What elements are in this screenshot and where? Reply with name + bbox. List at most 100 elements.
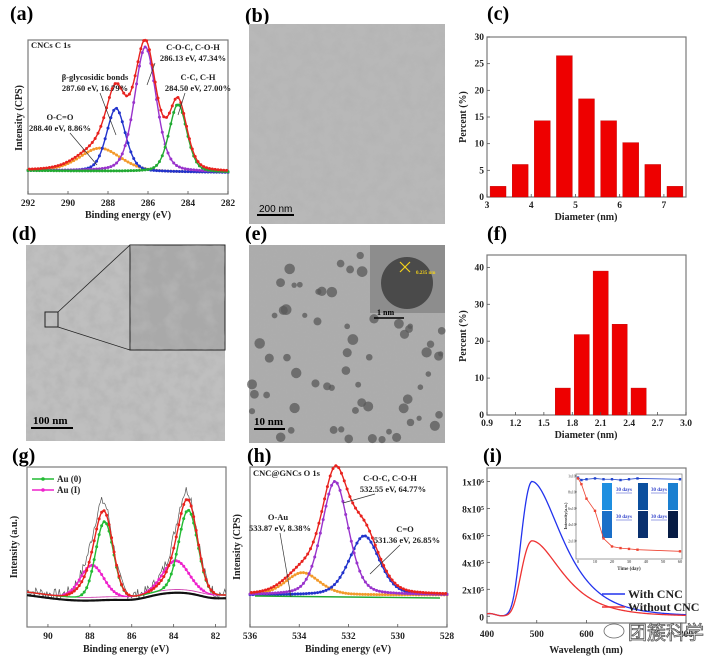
inset-series-with-cnc <box>577 477 681 481</box>
nanocluster <box>356 266 368 277</box>
x-tick-label: 1.2 <box>509 419 521 429</box>
annotation-coc-value: 532.55 eV, 64.77% <box>360 484 426 494</box>
data-point <box>290 592 294 596</box>
data-point <box>192 515 196 519</box>
data-point <box>109 169 113 173</box>
y-tick-label: 6x10⁵ <box>462 532 484 542</box>
inset-x-tick: 10 <box>593 559 598 564</box>
x-tick-label: 7 <box>662 201 667 211</box>
data-point <box>272 584 276 588</box>
data-point <box>66 169 70 173</box>
data-point <box>347 592 350 596</box>
data-point <box>413 590 417 594</box>
bar-6.75 <box>644 164 661 198</box>
bar-3.25 <box>489 186 507 198</box>
data-point <box>358 569 362 573</box>
data-point <box>197 168 201 172</box>
data-point <box>47 166 51 170</box>
data-point <box>187 498 191 502</box>
data-point <box>342 479 346 483</box>
x-tick-label: 600 <box>579 630 594 640</box>
y-tick-label: 25 <box>475 60 485 70</box>
data-point <box>355 592 359 596</box>
x-axis-label: Wavelength (nm) <box>549 645 623 656</box>
x-ticks: 536 534 532 530 528 <box>243 624 454 642</box>
data-point <box>86 150 90 154</box>
data-point <box>197 543 201 547</box>
data-point <box>36 167 40 171</box>
data-point <box>105 513 109 517</box>
data-point <box>87 560 91 564</box>
data-point <box>107 584 111 588</box>
data-point <box>125 94 129 98</box>
data-point <box>165 115 169 119</box>
data-point <box>135 161 139 165</box>
data-point <box>33 167 37 171</box>
data-point <box>410 589 414 593</box>
nanocluster <box>247 379 257 390</box>
data-point <box>375 588 379 592</box>
data-point <box>83 152 87 156</box>
data-point <box>182 517 186 521</box>
data-point <box>103 147 107 151</box>
y-tick-label: 30 <box>475 33 485 43</box>
data-point <box>92 163 96 167</box>
nanocluster <box>284 263 295 275</box>
data-point <box>115 161 119 165</box>
data-point <box>147 48 151 52</box>
data-point <box>438 591 442 595</box>
data-point <box>372 587 376 591</box>
nanocluster <box>248 408 256 415</box>
annotation-oau-value: 533.87 eV, 8.38% <box>249 523 311 533</box>
data-point <box>123 144 127 148</box>
panel-e-tem-image: 0.235 nm 1 nm 10 nm <box>247 245 446 444</box>
data-point <box>177 169 181 173</box>
data-point <box>126 141 130 145</box>
x-tick-label: 88 <box>85 632 95 642</box>
data-point <box>361 534 365 538</box>
inset-y-label: Intensity(a.u.) <box>563 502 568 530</box>
x-tick-label: 4 <box>529 201 534 211</box>
data-point <box>69 169 73 173</box>
x-tick-label: 3 <box>485 201 490 211</box>
data-point <box>313 576 317 580</box>
bar-2.3 <box>611 324 628 416</box>
annotation-arrow <box>177 92 186 116</box>
data-point <box>162 586 166 590</box>
data-point <box>155 163 159 167</box>
data-point <box>135 82 139 86</box>
nanocluster-dots <box>247 251 446 444</box>
data-point <box>285 592 289 596</box>
data-point <box>115 169 119 173</box>
data-point <box>363 580 367 584</box>
data-point <box>72 589 76 593</box>
envelope <box>26 498 227 597</box>
data-point <box>349 539 353 543</box>
data-point <box>310 591 314 595</box>
data-point <box>73 155 77 159</box>
data-point <box>164 583 168 587</box>
data-point <box>301 581 305 585</box>
data-point <box>30 167 34 171</box>
data-point <box>441 591 445 595</box>
inset-data-point <box>619 546 622 550</box>
data-point <box>163 169 167 173</box>
nanocluster <box>283 353 291 362</box>
inset-data-point <box>610 478 614 481</box>
x-tick-label: 288 <box>101 199 116 209</box>
data-point <box>318 590 322 594</box>
data-point <box>177 540 181 544</box>
annotation-oau-label: O-Au <box>268 512 289 522</box>
data-point <box>266 587 270 591</box>
photo-label: 30 days <box>651 488 667 493</box>
data-point <box>174 535 178 539</box>
nanocluster <box>386 428 392 435</box>
inset-data-point <box>636 548 639 551</box>
data-point <box>213 167 217 171</box>
data-point <box>120 152 124 156</box>
photo-label: 30 days <box>616 488 632 493</box>
inset-data-point <box>610 545 614 548</box>
data-point <box>125 591 128 595</box>
data-point <box>154 581 158 585</box>
